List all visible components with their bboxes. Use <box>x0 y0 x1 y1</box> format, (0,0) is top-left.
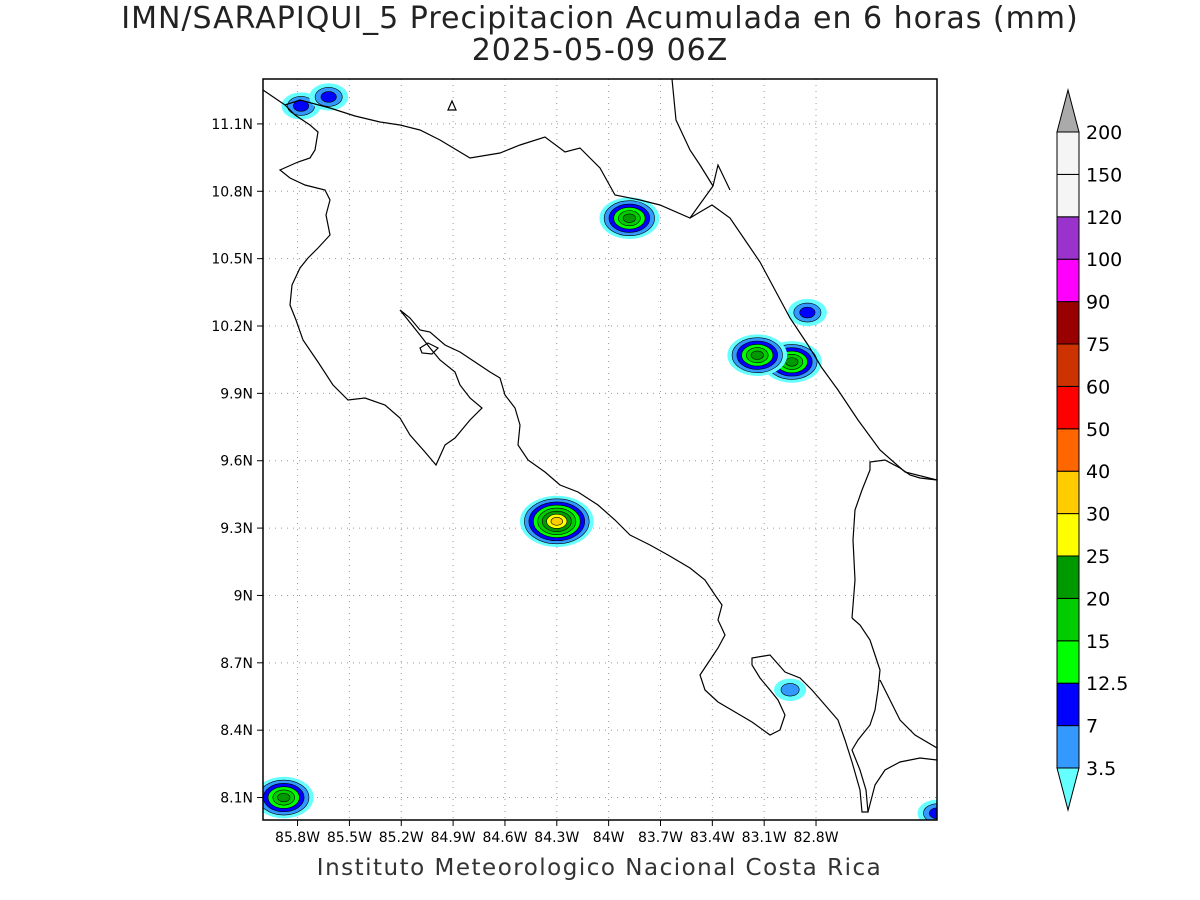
colorbar-swatch <box>1056 555 1080 599</box>
precip-cell <box>263 776 314 819</box>
colorbar-swatch <box>1056 258 1080 303</box>
coastline-borders <box>263 79 937 813</box>
island-outline-north <box>447 99 457 111</box>
panama-south-coast <box>867 757 937 813</box>
colorbar-label: 200 <box>1086 122 1122 144</box>
precip-cell <box>309 83 349 111</box>
map-frame <box>262 78 938 821</box>
y-tick-label: 8.4N <box>220 723 253 739</box>
map-grid <box>263 79 937 820</box>
pacific-coast <box>278 104 881 813</box>
colorbar-swatch <box>1056 301 1080 345</box>
colorbar-swatch <box>1056 428 1080 472</box>
colorbar-label: 120 <box>1086 207 1122 229</box>
precip-contour <box>785 357 799 367</box>
nicaragua-east-coast <box>671 79 714 187</box>
colorbar-label: 25 <box>1086 546 1110 568</box>
colorbar-swatch <box>1056 470 1080 515</box>
y-tick-label: 8.7N <box>220 656 253 672</box>
colorbar-swatch <box>1056 343 1080 387</box>
x-tick-label: 84.3W <box>534 830 579 846</box>
precip-cell <box>727 334 788 376</box>
precipitation-field <box>263 83 937 820</box>
colorbar-swatch <box>1056 597 1080 642</box>
y-tick-label: 9.9N <box>220 386 253 402</box>
precip-cell <box>519 495 594 547</box>
y-axis-ticks: 11.1N 10.8N 10.5N 10.2N 9.9N 9.6N 9.3N 9N 8.7N 8.… <box>211 117 263 807</box>
y-tick-label: 10.5N <box>211 252 253 268</box>
precip-contour <box>320 91 337 103</box>
colorbar-label: 15 <box>1086 631 1110 653</box>
colorbar-legend: 3.5 7 12.5 15 20 25 30 40 50 60 75 90 100 120 150 200 <box>1056 88 1128 812</box>
y-tick-label: 9.3N <box>220 521 253 537</box>
precip-contour <box>277 792 291 803</box>
chart-title: IMN/SARAPIQUI_5 Precipitacion Acumulada … <box>121 1 1079 36</box>
x-tick-label: 84.6W <box>482 830 527 846</box>
chart-subtitle-date: 2025-05-09 06Z <box>471 33 729 68</box>
x-tick-label: 85.8W <box>275 830 320 846</box>
x-tick-label: 82.8W <box>794 830 839 846</box>
y-tick-label: 9.6N <box>220 454 253 470</box>
colorbar-swatch <box>1056 682 1080 727</box>
colorbar-label: 40 <box>1086 461 1110 483</box>
precip-cell <box>774 678 807 701</box>
y-tick-label: 10.2N <box>211 319 253 335</box>
x-axis-ticks: 85.8W 85.5W 85.2W 84.9W 84.6W 84.3W 84W 83.7W 83… <box>275 820 839 846</box>
colorbar-swatch <box>1056 173 1080 218</box>
panama-south-border <box>879 679 937 749</box>
colorbar-label: 150 <box>1086 164 1122 186</box>
precip-contour <box>799 306 816 319</box>
x-tick-label: 83.7W <box>638 830 683 846</box>
x-tick-label: 84.9W <box>431 830 476 846</box>
colorbar-label: 7 <box>1086 716 1098 738</box>
colorbar-label: 20 <box>1086 588 1110 610</box>
colorbar-swatch <box>1056 131 1080 175</box>
x-tick-label: 85.5W <box>327 830 372 846</box>
y-tick-label: 9N <box>234 588 253 604</box>
precip-contour <box>550 517 563 526</box>
colorbar-label: 60 <box>1086 376 1110 398</box>
x-tick-label: 83.1W <box>742 830 787 846</box>
colorbar-label: 12.5 <box>1086 673 1128 695</box>
colorbar-swatch <box>1056 385 1080 430</box>
colorbar-swatch <box>1056 216 1080 260</box>
nicaragua-coast <box>263 89 731 219</box>
precip-contour <box>780 683 800 697</box>
colorbar-label: 100 <box>1086 249 1122 271</box>
caribbean-coast-north <box>689 204 937 481</box>
colorbar-swatch <box>1056 640 1080 684</box>
colorbar-label: 3.5 <box>1086 758 1116 780</box>
colorbar-label: 50 <box>1086 419 1110 441</box>
institution-footer: Instituto Meteorologico Nacional Costa R… <box>316 855 883 881</box>
x-tick-label: 84W <box>593 830 625 846</box>
precip-contour <box>622 213 636 223</box>
precip-contour <box>750 350 764 360</box>
colorbar-swatch <box>1056 725 1080 769</box>
island-outline <box>419 342 440 355</box>
precip-cell <box>599 197 660 240</box>
precip-cell <box>787 298 827 327</box>
colorbar-label: 30 <box>1086 504 1110 526</box>
colorbar-label: 90 <box>1086 292 1110 314</box>
colorbar-max-triangle <box>1056 88 1080 133</box>
colorbar-swatch <box>1056 513 1080 557</box>
y-tick-label: 11.1N <box>211 117 253 133</box>
colorbar-min-triangle <box>1056 767 1080 812</box>
y-tick-label: 10.8N <box>211 184 253 200</box>
y-tick-label: 8.1N <box>220 791 253 807</box>
panama-border <box>851 459 937 619</box>
x-tick-label: 85.2W <box>379 830 424 846</box>
colorbar-label: 75 <box>1086 334 1110 356</box>
precip-cell <box>917 799 937 820</box>
x-tick-label: 83.4W <box>690 830 735 846</box>
